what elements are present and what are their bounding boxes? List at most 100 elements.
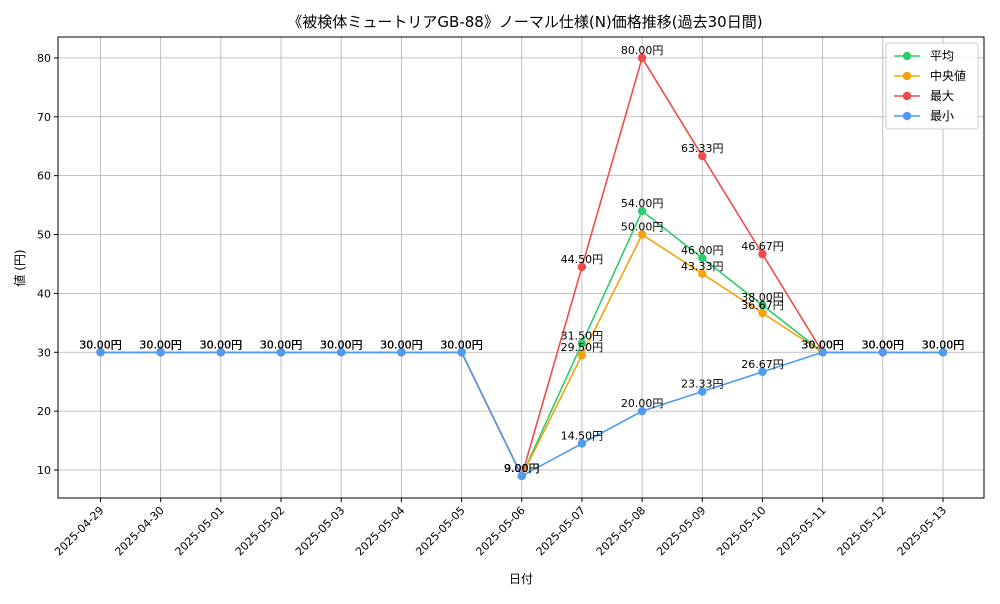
data-label: 54.00円 (621, 197, 664, 210)
y-tick-label: 40 (37, 287, 51, 300)
legend-entry: 中央値 (930, 68, 966, 83)
x-axis-label: 日付 (509, 572, 533, 586)
data-label: 80.00円 (621, 44, 664, 57)
x-tick-label: 2025-05-07 (534, 504, 588, 558)
data-label: 30.00円 (922, 338, 965, 351)
legend-entry: 最大 (930, 89, 954, 103)
y-tick-label: 50 (37, 229, 51, 242)
data-label: 29.50円 (561, 341, 604, 354)
y-tick-label: 20 (37, 405, 51, 418)
data-label: 63.33円 (681, 142, 724, 155)
x-tick-label: 2025-05-09 (654, 504, 708, 558)
data-label: 30.00円 (139, 338, 182, 351)
series-layer (96, 53, 948, 481)
x-tick-label: 2025-04-29 (52, 504, 106, 558)
data-label: 30.00円 (260, 338, 303, 351)
data-point (96, 348, 105, 357)
data-point (577, 262, 587, 272)
data-label: 30.00円 (380, 338, 423, 351)
y-tick-label: 80 (37, 52, 51, 65)
data-point (818, 348, 827, 357)
data-point (758, 249, 767, 259)
x-tick-label: 2025-05-01 (173, 504, 227, 558)
data-label: 20.00円 (621, 397, 664, 410)
chart-title: 《被検体ミュートリアGB-88》ノーマル仕様(N)価格推移(過去30日間) (287, 13, 762, 31)
data-label: 30.00円 (862, 338, 905, 351)
data-label: 44.50円 (561, 253, 604, 266)
x-tick-label: 2025-05-13 (895, 504, 949, 558)
data-label: 30.00円 (260, 338, 303, 351)
plot-frame (57, 36, 985, 499)
y-tick-label: 30 (37, 346, 51, 359)
x-tick-label: 2025-04-30 (112, 504, 166, 558)
data-point (577, 439, 587, 448)
data-label: 9.00円 (504, 462, 540, 475)
legend-swatch-marker (902, 71, 912, 81)
x-tick-label: 2025-05-12 (835, 504, 889, 558)
data-label: 30.00円 (79, 338, 122, 351)
data-point (577, 339, 587, 348)
data-point (216, 348, 226, 357)
data-label: 30.00円 (79, 338, 122, 351)
data-label: 30.00円 (260, 338, 303, 351)
y-tick-label: 60 (37, 170, 51, 183)
data-label: 30.00円 (862, 338, 905, 351)
y-tick-label: 10 (37, 464, 51, 477)
data-point (637, 53, 647, 63)
data-point (758, 367, 767, 377)
data-point (637, 406, 647, 416)
data-point (337, 348, 346, 357)
data-label: 30.00円 (380, 338, 423, 351)
data-label: 30.00円 (922, 338, 965, 351)
data-label: 46.00円 (681, 244, 724, 257)
data-label: 43.33円 (681, 260, 724, 273)
data-label: 9.00円 (504, 462, 540, 475)
legend-swatch-marker (902, 91, 912, 101)
data-label: 30.00円 (139, 338, 182, 351)
data-point (637, 230, 647, 239)
data-label: 30.00円 (801, 338, 844, 351)
data-point (878, 348, 888, 357)
data-point (938, 348, 948, 357)
data-label: 30.00円 (801, 338, 844, 351)
x-tick-label: 2025-05-10 (714, 504, 768, 558)
data-label: 30.00円 (801, 338, 844, 351)
data-label: 9.00円 (504, 462, 540, 475)
data-label: 30.00円 (79, 338, 122, 351)
data-label: 30.00円 (320, 338, 363, 351)
data-label: 38.00円 (741, 291, 784, 304)
data-point (156, 348, 165, 357)
legend-swatch-marker (902, 111, 912, 121)
x-tick-label: 2025-05-03 (293, 504, 347, 558)
data-label: 30.00円 (922, 338, 965, 351)
data-label: 30.00円 (200, 338, 243, 351)
x-tick-label: 2025-05-08 (594, 504, 648, 558)
data-label: 30.00円 (200, 338, 243, 351)
legend-entry: 平均 (930, 49, 954, 63)
grid-layer (58, 37, 984, 498)
x-tick-label: 2025-05-05 (413, 504, 467, 558)
legend-box (885, 42, 979, 130)
x-tick-label: 2025-05-04 (353, 504, 407, 558)
data-point (457, 348, 466, 357)
data-point (758, 308, 767, 318)
data-point (577, 351, 587, 360)
data-point (698, 269, 707, 278)
data-label: 31.50円 (561, 329, 604, 342)
data-label: 30.00円 (862, 338, 905, 351)
data-label: 30.00円 (380, 338, 423, 351)
data-point (698, 253, 707, 263)
x-tick-label: 2025-05-06 (473, 504, 527, 558)
data-label: 26.67円 (741, 358, 784, 371)
data-label: 30.00円 (440, 338, 483, 351)
data-label: 30.00円 (320, 338, 363, 351)
data-label: 30.00円 (139, 338, 182, 351)
y-tick-label: 70 (37, 111, 51, 124)
data-label: 9.00円 (504, 462, 540, 475)
data-label: 30.00円 (79, 338, 122, 351)
data-label: 36.67円 (741, 299, 784, 312)
